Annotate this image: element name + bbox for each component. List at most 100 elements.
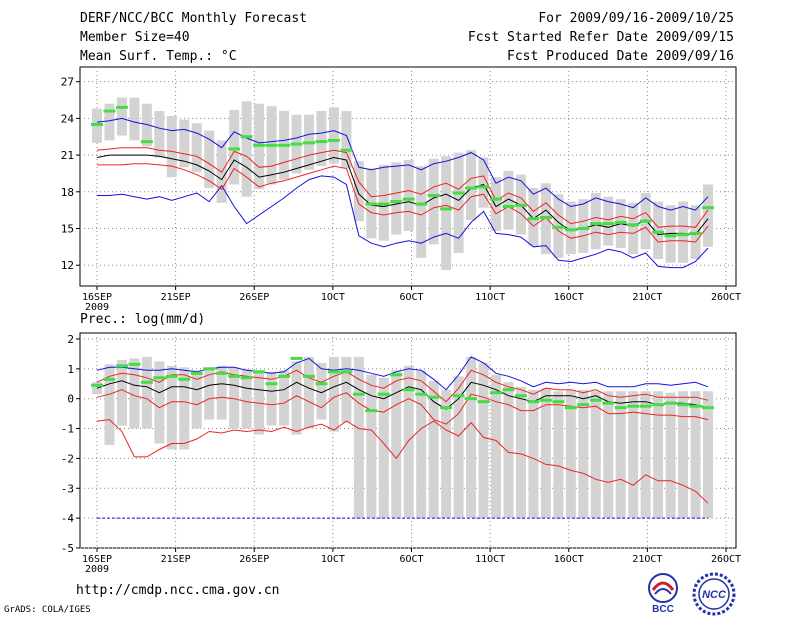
temp-box [116, 97, 127, 136]
prec-box [653, 391, 664, 519]
prec-x-tick-label: 26OCT [711, 554, 741, 565]
prec-box [603, 391, 614, 519]
temp-obs-marker [427, 193, 440, 197]
temp-box [129, 97, 140, 141]
temp-box [491, 177, 502, 231]
prec-obs-marker [128, 362, 141, 366]
temp-obs-marker [514, 203, 527, 207]
prec-box [353, 356, 364, 519]
temp-x-tick-label: 26OCT [711, 292, 741, 303]
temp-y-tick-label: 27 [61, 76, 74, 89]
prec-y-tick-label: 0 [67, 393, 74, 406]
temp-y-tick-label: 12 [61, 259, 74, 272]
prec-obs-marker [402, 388, 415, 392]
prec-box [179, 367, 190, 450]
variable-label: Mean Surf. Temp.: °C [80, 49, 237, 64]
temp-obs-marker [377, 202, 390, 206]
temp-obs-marker [564, 228, 577, 232]
prec-lower-spread-line [96, 389, 709, 425]
prec-obs-marker [165, 374, 178, 378]
temp-obs-marker [577, 226, 590, 230]
temp-obs-marker [702, 206, 714, 210]
prec-x-tick-label: 21OCT [632, 554, 662, 565]
prec-box [303, 356, 314, 429]
prec-box [416, 370, 427, 519]
temp-x-tick-label: 16SEP [82, 292, 112, 303]
prec-x-tick-label: 26SEP [239, 554, 269, 565]
prec-box [640, 391, 651, 519]
prec-obs-marker [702, 406, 714, 410]
prec-box [92, 382, 102, 395]
temp-box [528, 188, 539, 246]
temp-box [204, 130, 215, 189]
temp-box [453, 152, 464, 253]
temp-box [403, 159, 414, 231]
temp-box [441, 156, 452, 271]
temp-obs-marker [614, 220, 627, 224]
prec-box [154, 361, 165, 444]
prec-y-tick-label: 2 [67, 333, 74, 346]
prec-box [328, 356, 339, 432]
prec-box [403, 365, 414, 519]
prec-obs-marker [190, 371, 203, 375]
started-date: Fcst Started Refer Date 2009/09/15 [467, 30, 734, 45]
prec-box [378, 377, 389, 519]
temp-max-line [96, 117, 709, 211]
prec-obs-marker [153, 376, 166, 380]
prec-obs-marker [627, 404, 640, 408]
prec-y-tick-label: 1 [67, 363, 74, 376]
prec-box [466, 356, 477, 519]
temp-obs-marker [402, 197, 415, 201]
prec-x-tick-label: 1OCT [321, 554, 345, 565]
temp-obs-marker [140, 140, 153, 144]
prec-obs-marker [240, 376, 253, 380]
svg-text:NCC: NCC [702, 589, 727, 601]
prec-obs-marker [278, 374, 291, 378]
prec-obs-marker [527, 400, 540, 404]
prec-obs-marker [440, 406, 453, 410]
bcc-logo: BCC [648, 573, 678, 614]
prec-y-tick-label: -1 [61, 423, 74, 436]
temp-box [578, 199, 589, 253]
temp-box [703, 184, 713, 247]
temp-year-label: 2009 [85, 302, 109, 313]
prec-year-label: 2009 [85, 564, 109, 575]
temp-box [191, 123, 202, 173]
temp-obs-marker [302, 141, 315, 145]
footer-url[interactable]: http://cmdp.ncc.cma.gov.cn [76, 583, 280, 598]
prec-box [628, 391, 639, 519]
prec-box [678, 391, 689, 519]
prec-upper-spread-line [96, 369, 709, 403]
prec-y-tick-label: -5 [61, 542, 74, 555]
temp-x-tick-label: 11OCT [475, 292, 505, 303]
temp-box [353, 161, 364, 222]
temp-obs-marker [527, 217, 540, 221]
prec-box [204, 367, 215, 420]
temp-obs-marker [664, 234, 677, 238]
prec-box [241, 368, 252, 429]
temp-obs-marker [365, 202, 378, 206]
prec-box [216, 365, 227, 420]
temp-obs-marker [490, 197, 503, 201]
prec-box [316, 362, 327, 420]
prec-obs-marker [91, 383, 103, 387]
temp-box [416, 166, 427, 258]
prec-box [703, 391, 713, 519]
temp-box [428, 158, 439, 245]
temp-box [603, 196, 614, 246]
temp-obs-marker [340, 148, 353, 152]
svg-text:BCC: BCC [652, 604, 674, 614]
temp-obs-marker [228, 147, 241, 151]
prec-box [515, 386, 526, 519]
temp-x-tick-label: 16OCT [554, 292, 584, 303]
prec-panel-title: Prec.: log(mm/d) [80, 312, 205, 327]
ncc-logo: NCC [692, 572, 736, 616]
prec-x-tick-label: 21SEP [161, 554, 191, 565]
prec-min-line [96, 419, 709, 504]
prec-obs-marker [365, 409, 378, 413]
temp-obs-marker [390, 200, 403, 204]
prec-obs-marker [327, 370, 340, 374]
prec-x-tick-label: 16OCT [554, 554, 584, 565]
temp-box [328, 107, 339, 164]
